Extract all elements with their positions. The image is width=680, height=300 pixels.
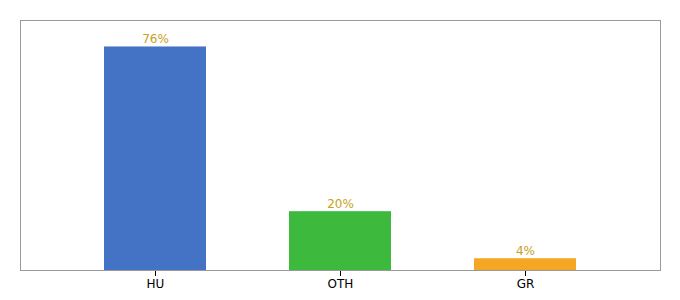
svg-text:HU: HU xyxy=(147,277,165,291)
svg-text:GR: GR xyxy=(517,277,535,291)
svg-text:20%: 20% xyxy=(327,197,354,211)
svg-text:76%: 76% xyxy=(142,32,169,46)
svg-text:OTH: OTH xyxy=(328,277,354,291)
svg-text:4%: 4% xyxy=(516,244,535,258)
